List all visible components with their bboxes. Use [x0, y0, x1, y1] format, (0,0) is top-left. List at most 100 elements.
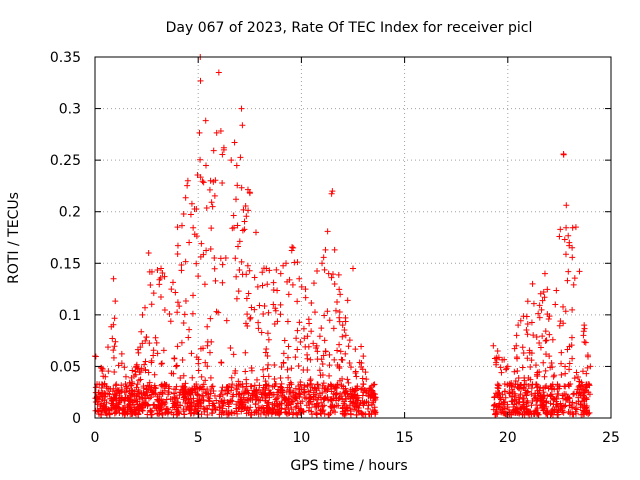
data-point: [498, 369, 505, 376]
data-point: [278, 380, 285, 387]
data-point-peak: [529, 280, 536, 287]
data-point: [558, 371, 565, 378]
data-point: [336, 314, 343, 321]
data-point: [253, 376, 260, 383]
data-point: [148, 384, 155, 391]
data-point: [314, 348, 321, 355]
data-point-peak: [252, 229, 259, 236]
data-point: [159, 411, 166, 418]
data-point: [233, 295, 240, 302]
data-point: [186, 239, 193, 246]
data-point-peak: [110, 275, 117, 282]
data-point: [304, 383, 311, 390]
data-point: [584, 364, 591, 371]
data-point: [536, 339, 543, 346]
data-point: [244, 396, 251, 403]
data-point: [109, 335, 116, 342]
data-point: [327, 396, 334, 403]
data-point: [539, 400, 546, 407]
data-point: [239, 227, 246, 234]
data-point: [134, 346, 141, 353]
data-point: [321, 402, 328, 409]
data-point: [151, 371, 158, 378]
data-point: [547, 411, 554, 418]
data-point-peak: [360, 353, 367, 360]
data-point: [330, 407, 337, 414]
data-point: [141, 399, 148, 406]
data-point-peak: [581, 322, 588, 329]
data-point-peak: [541, 270, 548, 277]
y-tick-label: 0.1: [59, 308, 81, 324]
data-point: [539, 333, 546, 340]
data-point: [539, 297, 546, 304]
data-point: [188, 350, 195, 357]
data-point: [197, 156, 204, 163]
data-point: [292, 404, 299, 411]
x-tick-labels: 0 5 10 15 20 25: [91, 430, 620, 446]
data-point: [520, 313, 527, 320]
data-point: [359, 375, 366, 382]
data-point: [225, 383, 232, 390]
data-point: [548, 385, 555, 392]
data-point: [319, 361, 326, 368]
data-point: [179, 383, 186, 390]
data-point: [280, 359, 287, 366]
data-point: [536, 387, 543, 394]
data-point: [150, 352, 157, 359]
data-point: [158, 360, 165, 367]
data-point: [298, 283, 305, 290]
data-point: [570, 391, 577, 398]
data-point: [152, 334, 159, 341]
data-point: [102, 408, 109, 415]
data-point: [528, 357, 535, 364]
data-point: [562, 391, 569, 398]
data-point: [340, 383, 347, 390]
data-point: [219, 151, 226, 158]
data-point: [169, 279, 176, 286]
data-point: [329, 402, 336, 409]
data-point: [332, 391, 339, 398]
data-point: [277, 409, 284, 416]
data-point: [511, 383, 518, 390]
data-point: [558, 360, 565, 367]
data-point: [165, 408, 172, 415]
data-point-peak: [215, 69, 222, 76]
data-point: [295, 390, 302, 397]
data-point: [167, 395, 174, 402]
data-point: [311, 391, 318, 398]
data-point: [569, 244, 576, 251]
data-point: [173, 395, 180, 402]
data-point: [242, 202, 249, 209]
data-point: [272, 409, 279, 416]
data-point: [218, 359, 225, 366]
plot-border: [94, 56, 612, 419]
data-point: [314, 267, 321, 274]
data-point: [265, 361, 272, 368]
data-point: [326, 372, 333, 379]
data-point: [190, 395, 197, 402]
data-point: [562, 308, 569, 315]
data-point: [569, 355, 576, 362]
data-point: [314, 381, 321, 388]
data-point: [566, 239, 573, 246]
data-point: [513, 400, 520, 407]
data-point: [285, 395, 292, 402]
data-point: [336, 395, 343, 402]
data-point: [140, 385, 147, 392]
data-point: [542, 337, 549, 344]
data-point: [262, 381, 269, 388]
data-point: [195, 367, 202, 374]
data-point: [103, 399, 110, 406]
data-point: [359, 411, 366, 418]
data-point: [137, 369, 144, 376]
data-point: [243, 380, 250, 387]
data-point: [159, 390, 166, 397]
data-point: [542, 351, 549, 358]
data-point: [493, 359, 500, 366]
data-point: [299, 398, 306, 405]
data-point: [540, 385, 547, 392]
data-point: [257, 410, 264, 417]
data-point: [207, 374, 214, 381]
data-point: [255, 325, 262, 332]
y-tick-label: 0.25: [50, 153, 81, 169]
